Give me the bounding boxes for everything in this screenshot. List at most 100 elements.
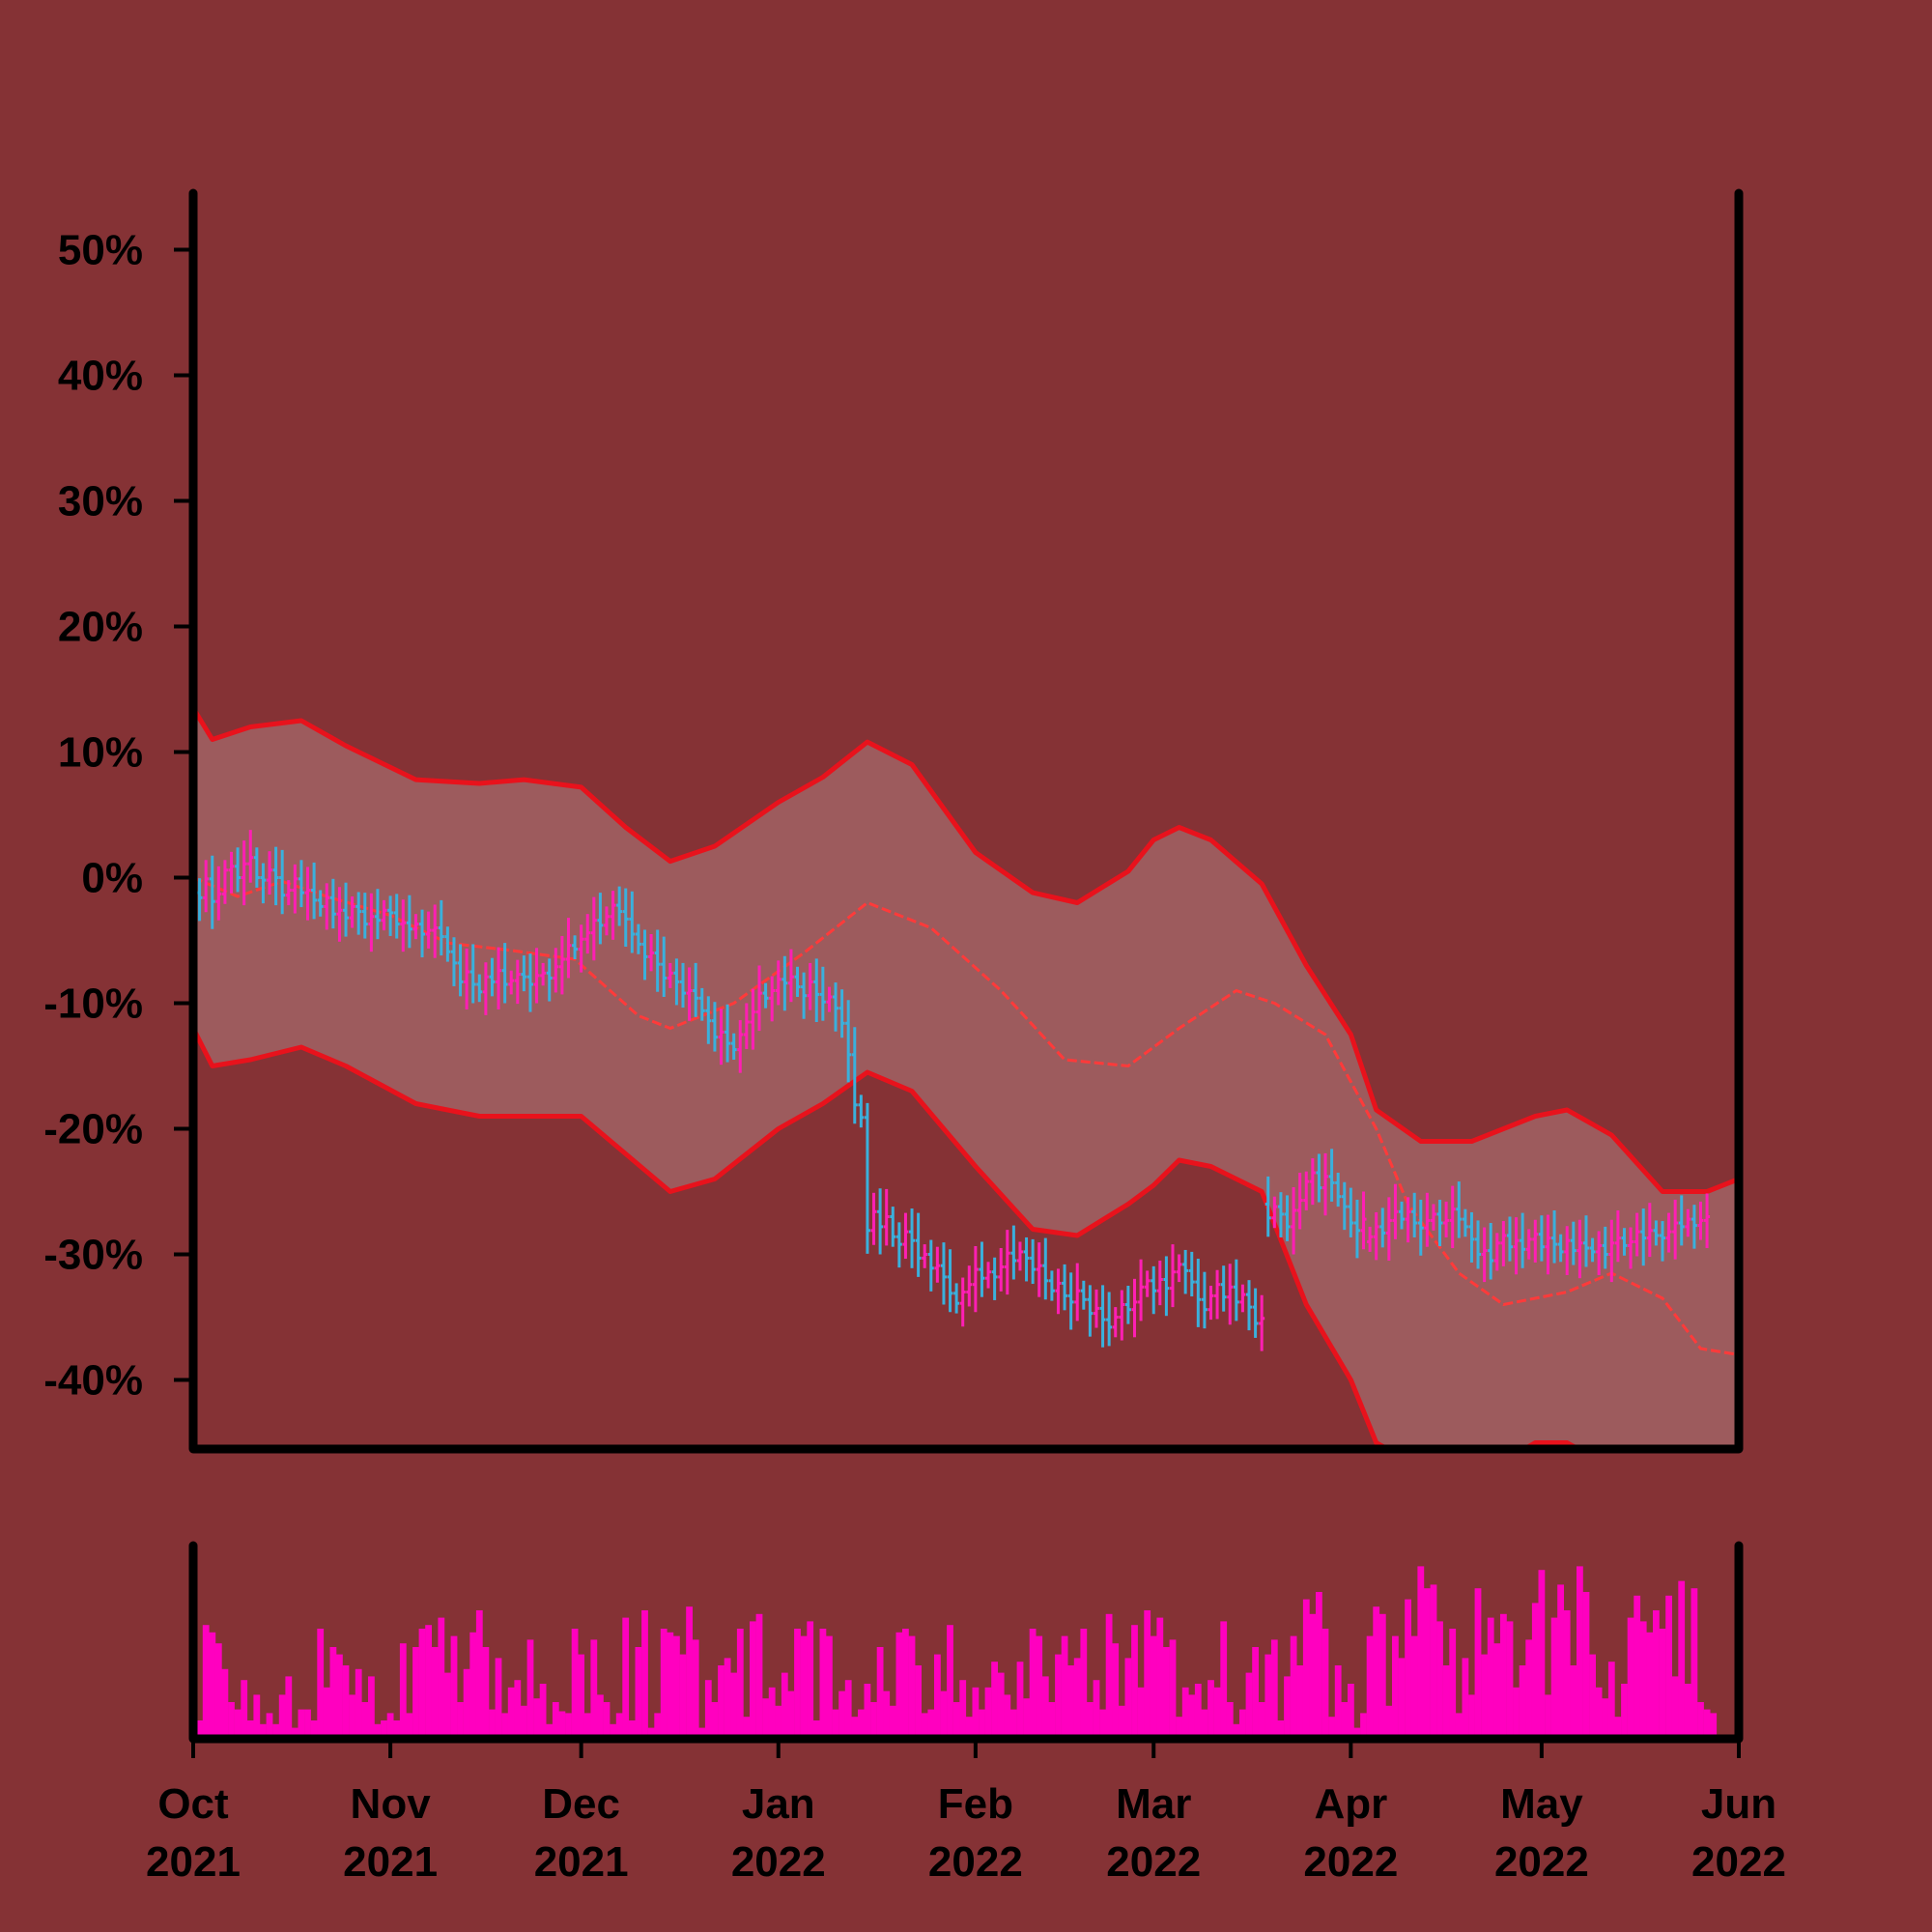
volume-bar [800,1635,808,1739]
volume-panel [189,1566,1718,1739]
ohlc-bar [469,944,476,1004]
volume-bar [603,1702,611,1739]
volume-bar [1348,1684,1354,1739]
ohlc-bar [1493,1233,1500,1271]
volume-bar [1041,1676,1049,1739]
ohlc-bar [1016,1241,1023,1271]
ohlc-bar [1506,1216,1513,1262]
ohlc-bar [985,1262,992,1289]
volume-bar [1627,1617,1634,1739]
volume-bar [202,1625,210,1739]
ohlc-bar [482,962,489,1015]
volume-bar [272,1723,279,1739]
volume-bar [329,1647,337,1739]
volume-bar [1048,1702,1056,1739]
ohlc-bar [693,962,699,1017]
volume-bar [1137,1687,1145,1739]
envelope-band-fill [193,708,1739,1449]
volume-bar [1208,1680,1214,1739]
ohlc-bar [572,935,579,959]
volume-bar [260,1723,267,1739]
volume-bar [482,1647,490,1739]
volume-bar [1607,1662,1615,1739]
volume-bar [819,1629,827,1739]
volume-bar [947,1625,953,1739]
ohlc-bar [1284,1195,1291,1241]
volume-bar [730,1672,738,1739]
ohlc-bar [1138,1259,1145,1321]
volume-bar [1112,1643,1120,1739]
ohlc-bar [1163,1256,1170,1317]
ohlc-bar [1208,1286,1214,1321]
volume-bar [851,1717,859,1739]
ohlc-bar [826,986,833,1012]
ohlc-bar [616,886,623,926]
ohlc-bar [838,989,845,1038]
y-tick-label: 50% [58,227,143,274]
volume-bar [1105,1613,1113,1739]
ohlc-bar [1513,1217,1520,1275]
ohlc-bar [489,957,496,997]
volume-bar [1150,1635,1157,1739]
ohlc-bar [756,965,763,1032]
volume-bar [952,1702,960,1739]
ohlc-bar [1640,1208,1647,1266]
volume-bar [1703,1709,1711,1739]
ohlc-bar [1106,1292,1113,1347]
volume-bar [590,1639,598,1739]
ohlc-bar [890,1207,896,1247]
y-tick-label: 20% [58,604,143,651]
volume-bar [984,1687,992,1739]
volume-bar [1424,1588,1431,1739]
upper-band-line [193,706,1739,1194]
ohlc-bar [775,960,781,1006]
volume-bar [1563,1610,1571,1739]
volume-bar [927,1709,935,1739]
ohlc-bar [673,958,680,1006]
ohlc-bar [1201,1271,1208,1329]
ohlc-bar [794,966,801,997]
ohlc-bar [807,962,813,1010]
ohlc-bar [444,926,451,962]
volume-bar [807,1621,814,1739]
volume-bar [1436,1621,1443,1739]
volume-bar [317,1629,325,1739]
plot-area [193,706,1739,1449]
ohlc-bar [1264,1176,1271,1237]
ohlc-bar [603,906,610,936]
ohlc-bar [966,1265,973,1307]
ohlc-bar [1188,1251,1195,1297]
volume-bar [1194,1684,1202,1739]
ohlc-bar [845,1000,852,1083]
ohlc-bar [1685,1208,1691,1237]
ohlc-bar [1182,1249,1189,1294]
volume-bar [349,1694,355,1739]
volume-bar [1353,1727,1361,1739]
ohlc-bar [1252,1288,1259,1338]
ohlc-bar [698,987,705,1021]
volume-bar [686,1606,693,1739]
ohlc-bar [381,899,387,931]
ohlc-bar [1335,1173,1342,1208]
ohlc-bar [1704,1193,1711,1248]
ohlc-bar [1124,1286,1131,1324]
volume-bar [750,1621,756,1739]
ohlc-bar [1411,1192,1418,1237]
ohlc-bar [1557,1234,1564,1263]
ohlc-bar [1055,1268,1062,1315]
ohlc-bar [496,947,502,1009]
ohlc-bar [235,847,242,893]
ohlc-bar [393,894,400,939]
x-tick-label-year: 2022 [928,1838,1023,1886]
volume-bar [895,1632,903,1739]
volume-bar [1334,1665,1342,1739]
volume-bar [355,1668,362,1739]
volume-bar [253,1694,261,1739]
ohlc-bar [292,864,298,914]
volume-bar [1239,1709,1246,1739]
x-tick-label-month: Oct [157,1780,229,1828]
volume-bar [1577,1566,1583,1739]
volume-bar [1378,1613,1386,1739]
ohlc-bar [253,847,260,888]
volume-bar [858,1709,865,1739]
